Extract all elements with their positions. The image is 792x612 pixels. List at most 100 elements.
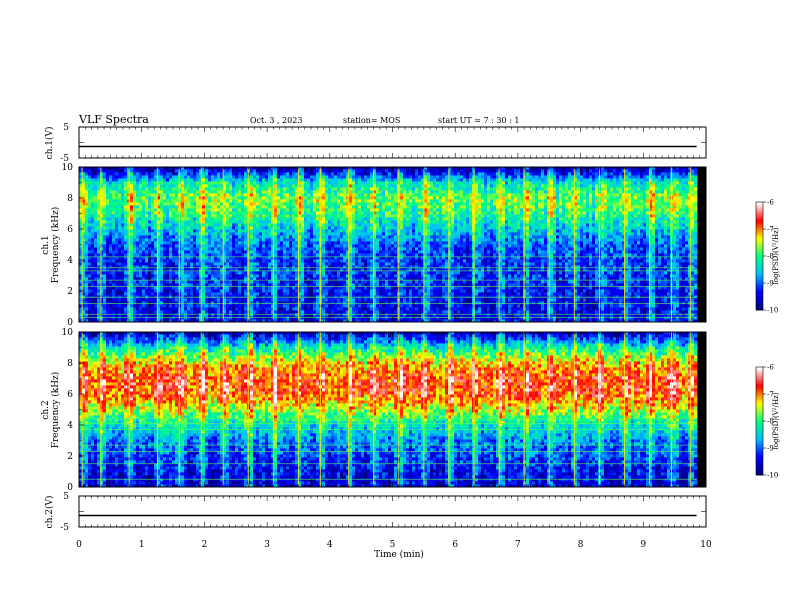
spectrogram-cell <box>172 274 176 278</box>
spectrogram-cell <box>262 238 266 242</box>
spectrogram-cell <box>103 301 107 305</box>
spectrogram-cell <box>145 247 149 251</box>
spectrogram-cell <box>313 259 317 263</box>
spectrogram-cell <box>238 184 242 188</box>
spectrogram-cell <box>208 277 212 281</box>
spectrogram-cell <box>232 250 236 254</box>
spectrogram-cell <box>97 178 101 182</box>
spectrogram-cell <box>223 310 227 314</box>
spectrogram-cell <box>88 211 92 215</box>
spectrogram-cell <box>238 208 242 212</box>
spectrogram-cell <box>97 196 101 200</box>
spectrogram-cell <box>244 298 248 302</box>
spectrogram-cell <box>196 286 200 290</box>
spectrogram-cell <box>85 277 89 281</box>
spectrogram-cell <box>268 262 272 266</box>
spectrogram-cell <box>106 256 110 260</box>
spectrogram-cell <box>205 223 209 227</box>
spectrogram-cell <box>166 187 170 191</box>
spectrogram-cell <box>154 250 158 254</box>
spectrogram-cell <box>133 190 137 194</box>
spectrogram-cell <box>115 202 119 206</box>
spectrogram-cell <box>268 259 272 263</box>
spectrogram-cell <box>136 226 140 230</box>
spectrogram-cell <box>148 199 152 203</box>
spectrogram-cell <box>316 256 320 260</box>
spectrogram-cell <box>139 310 143 314</box>
spectrogram-cell <box>88 175 92 179</box>
spectrogram-cell <box>169 223 173 227</box>
spectrogram-cell <box>124 172 128 176</box>
spectrogram-cell <box>310 241 314 245</box>
spectrogram-cell <box>346 292 350 296</box>
spectrogram-cell <box>205 205 209 209</box>
spectrogram-cell <box>271 175 275 179</box>
spectrogram-cell <box>298 295 302 299</box>
spectrogram-cell <box>253 253 257 257</box>
spectrogram-cell <box>274 292 278 296</box>
spectrogram-cell <box>172 280 176 284</box>
spectrogram-cell <box>229 220 233 224</box>
spectrogram-cell <box>136 274 140 278</box>
spectrogram-cell <box>265 319 269 322</box>
spectrogram-cell <box>304 253 308 257</box>
spectrogram-cell <box>346 250 350 254</box>
spectrogram-cell <box>91 220 95 224</box>
spectrogram-cell <box>205 190 209 194</box>
spectrogram-cell <box>283 202 287 206</box>
spectrogram-cell <box>256 184 260 188</box>
spectrogram-cell <box>121 307 125 311</box>
spectrogram-cell <box>349 193 353 197</box>
spectrogram-cell <box>244 214 248 218</box>
spectrogram-cell <box>100 181 104 185</box>
spectrogram-cell <box>217 238 221 242</box>
spectrogram-cell <box>199 172 203 176</box>
spectrogram-cell <box>241 175 245 179</box>
spectrogram-cell <box>193 211 197 215</box>
spectrogram-cell <box>157 268 161 272</box>
spectrogram-cell <box>289 301 293 305</box>
spectrogram-cell <box>268 304 272 308</box>
spectrogram-cell <box>148 223 152 227</box>
spectrogram-cell <box>193 178 197 182</box>
spectrogram-cell <box>151 280 155 284</box>
spectrogram-cell <box>316 169 320 173</box>
spectrogram-cell <box>169 310 173 314</box>
spectrogram-cell <box>298 208 302 212</box>
spectrogram-cell <box>97 250 101 254</box>
spectrogram-cell <box>190 283 194 287</box>
spectrogram-cell <box>214 172 218 176</box>
spectrogram-cell <box>151 181 155 185</box>
spectrogram-cell <box>307 265 311 269</box>
spectrogram-cell <box>82 175 86 179</box>
spectrogram-cell <box>343 193 347 197</box>
spectrogram-cell <box>175 205 179 209</box>
spectrogram-cell <box>343 241 347 245</box>
spectrogram-cell <box>301 181 305 185</box>
spectrogram-cell <box>331 202 335 206</box>
spectrogram-cell <box>334 277 338 281</box>
spectrogram-cell <box>340 202 344 206</box>
spectrogram-cell <box>193 298 197 302</box>
spectrogram-cell <box>265 223 269 227</box>
spectrogram-cell <box>118 277 122 281</box>
spectrogram-cell <box>268 229 272 233</box>
spectrogram-cell <box>148 232 152 236</box>
spectrogram-cell <box>79 223 83 227</box>
spectrogram-cell <box>274 211 278 215</box>
spectrogram-cell <box>166 238 170 242</box>
spectrogram-cell <box>145 196 149 200</box>
spectrogram-cell <box>280 286 284 290</box>
spectrogram-cell <box>313 274 317 278</box>
spectrogram-cell <box>166 277 170 281</box>
spectrogram-cell <box>193 205 197 209</box>
spectrogram-cell <box>289 232 293 236</box>
spectrogram-cell <box>115 232 119 236</box>
spectrogram-cell <box>109 232 113 236</box>
spectrogram-cell <box>334 196 338 200</box>
spectrogram-cell <box>88 199 92 203</box>
spectrogram-cell <box>196 205 200 209</box>
spectrogram-cell <box>106 172 110 176</box>
spectrogram-cell <box>205 214 209 218</box>
spectrogram-cell <box>142 268 146 272</box>
